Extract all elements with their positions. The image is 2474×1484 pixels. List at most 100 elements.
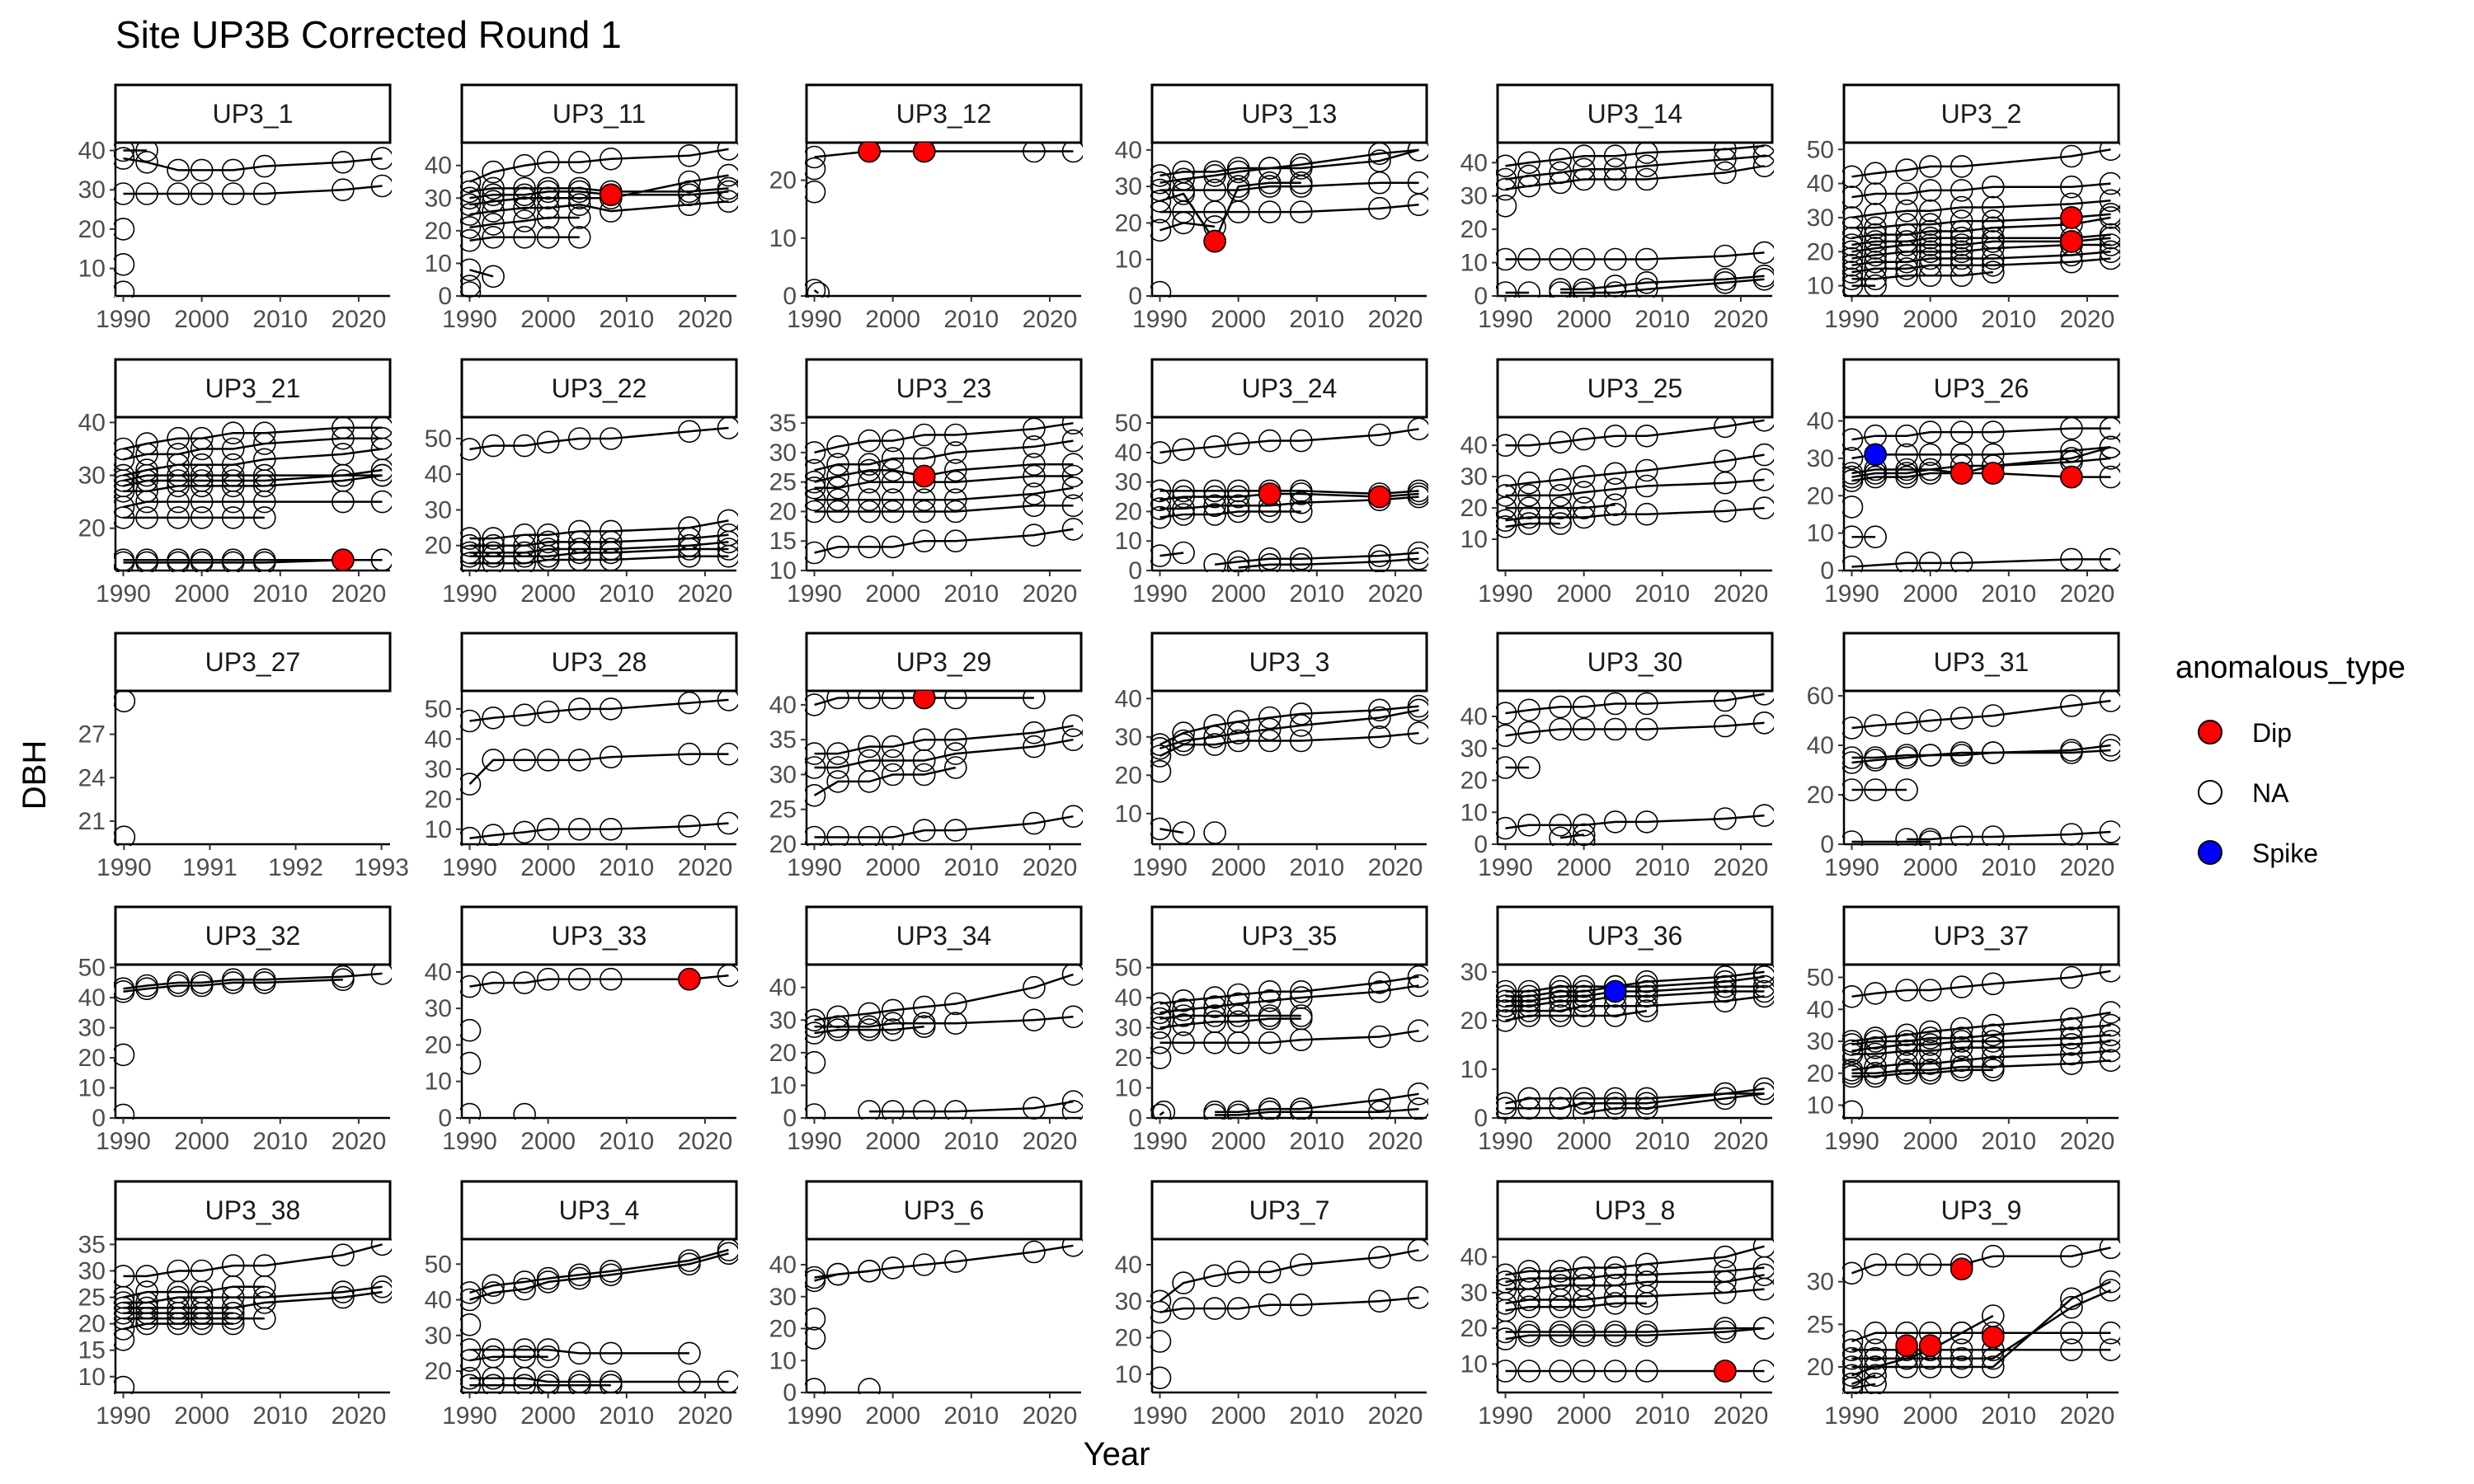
data-point-na — [460, 275, 482, 298]
data-point-na — [221, 1312, 245, 1336]
data-point-na — [1549, 717, 1572, 741]
data-point-na — [114, 1103, 135, 1120]
legend-title: anomalous_type — [2175, 650, 2406, 685]
data-point-na — [1549, 984, 1572, 1008]
y-tick-label: 0 — [783, 283, 797, 310]
data-point-na — [1023, 143, 1046, 163]
data-point-na — [1496, 496, 1517, 519]
y-tick-label: 10 — [1460, 526, 1488, 553]
data-point-na — [1864, 250, 1887, 274]
data-point-na — [944, 458, 967, 482]
x-tick-label: 2000 — [865, 1402, 920, 1430]
data-point-na — [1752, 965, 1774, 984]
data-point-na — [513, 209, 536, 232]
data-point-na — [1752, 1277, 1774, 1301]
data-point-na — [252, 474, 276, 498]
x-tick-label: 2010 — [1981, 306, 2036, 333]
data-point-na — [1172, 989, 1195, 1012]
data-point-dip — [2060, 465, 2083, 489]
data-point-na — [114, 469, 135, 492]
data-point-na — [513, 1277, 536, 1301]
data-point-na — [1864, 243, 1887, 267]
y-tick-label: 0 — [438, 1105, 452, 1132]
data-point-na — [460, 709, 482, 733]
data-point-na — [460, 544, 482, 568]
data-point-na — [881, 535, 905, 559]
data-point-na — [1895, 711, 1918, 735]
data-point-na — [513, 225, 536, 249]
data-point-na — [1517, 434, 1540, 458]
data-point-na — [717, 530, 738, 554]
data-point-na — [482, 1374, 505, 1394]
data-point-na — [1172, 438, 1195, 462]
data-point-na — [114, 1291, 135, 1314]
data-point-na — [2099, 447, 2120, 470]
tree-growth-line — [1505, 251, 1765, 261]
data-point-na — [1496, 1292, 1517, 1315]
y-tick-label: 10 — [78, 256, 106, 283]
facet-panel: UP3_4 20 30 40 50 1990 2000 2010 2020 — [425, 1180, 738, 1430]
data-point-na — [944, 1012, 967, 1035]
data-point-na — [2099, 189, 2120, 213]
tree-growth-line — [1505, 1245, 1765, 1276]
data-point-na — [599, 1263, 623, 1287]
tree-growth-line — [1851, 237, 2111, 253]
data-point-na — [1635, 458, 1658, 482]
x-tick-label: 2010 — [599, 580, 654, 608]
facet-plot-area — [1496, 143, 1774, 298]
data-point-na — [1407, 698, 1428, 722]
x-tick-label: 2020 — [2060, 306, 2115, 333]
data-point-na — [482, 533, 505, 557]
data-point-na — [1895, 182, 1918, 205]
x-tick-label: 2020 — [1023, 306, 1078, 333]
data-point-na — [1549, 496, 1572, 519]
data-point-na — [805, 1021, 826, 1045]
data-point-na — [1572, 427, 1596, 451]
data-point-na — [513, 434, 536, 458]
y-tick-label: 0 — [1128, 1105, 1142, 1132]
data-point-na — [167, 551, 190, 572]
data-point-na — [1895, 1062, 1918, 1085]
facet-panel: UP3_2 10 20 30 40 50 1990 2000 2010 2020 — [1807, 83, 2120, 333]
data-point-na — [114, 1043, 135, 1067]
data-point-na — [2060, 965, 2083, 989]
data-point-na — [1496, 195, 1517, 218]
data-point-na — [1864, 1030, 1887, 1053]
data-point-na — [881, 429, 905, 453]
data-point-na — [912, 995, 936, 1019]
data-point-na — [599, 817, 623, 841]
data-point-na — [482, 544, 505, 568]
data-point-na — [678, 183, 701, 207]
data-point-na — [1226, 1031, 1250, 1054]
data-point-na — [1918, 709, 1942, 732]
facet-strip-label: UP3_3 — [1249, 647, 1330, 677]
data-point-na — [1842, 226, 1864, 250]
facet-panel: UP3_28 10 20 30 40 50 1990 2000 2010 2020 — [425, 632, 738, 881]
data-point-na — [881, 1256, 905, 1280]
data-point-na — [1982, 741, 2005, 764]
data-point-na — [805, 1050, 826, 1074]
data-point-na — [1895, 1039, 1918, 1063]
x-tick-label: 1990 — [1824, 854, 1879, 881]
x-tick-label: 2000 — [1556, 306, 1611, 333]
y-tick-label: 30 — [1115, 1288, 1142, 1315]
facet-strip-label: UP3_4 — [559, 1195, 640, 1225]
data-point-na — [807, 281, 830, 298]
y-tick-label: 40 — [1115, 1252, 1142, 1279]
tree-growth-line — [814, 486, 1074, 501]
data-point-na — [1982, 1045, 2005, 1069]
data-point-na — [1517, 994, 1540, 1017]
y-tick-label: 10 — [1115, 247, 1142, 274]
data-point-na — [1172, 721, 1195, 744]
facet-strip-label: UP3_12 — [896, 99, 992, 129]
data-point-na — [1864, 778, 1887, 801]
y-tick-label: 20 — [425, 1031, 452, 1059]
data-point-na — [1950, 420, 1973, 444]
data-point-na — [1603, 477, 1627, 501]
data-point-na — [536, 700, 560, 724]
data-point-na — [2060, 1033, 2083, 1056]
data-point-na — [567, 206, 591, 229]
data-point-na — [1895, 424, 1918, 448]
y-tick-label: 25 — [78, 1284, 106, 1312]
data-point-na — [826, 770, 849, 793]
